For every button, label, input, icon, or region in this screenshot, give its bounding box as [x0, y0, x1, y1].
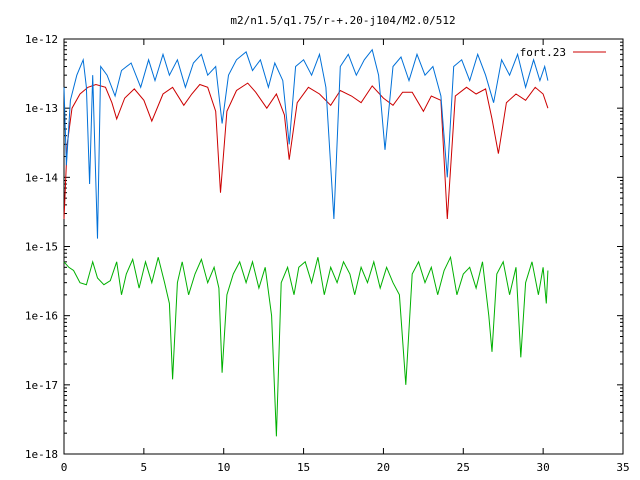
chart-title: m2/n1.5/q1.75/r-+.20-j104/M2.0/512 — [230, 14, 455, 27]
series-layer — [63, 48, 549, 437]
x-tick-label: 0 — [61, 461, 68, 474]
x-tick-label: 5 — [141, 461, 148, 474]
series-line-3 — [63, 255, 549, 437]
x-tick-label: 25 — [457, 461, 470, 474]
legend-label: fort.23 — [520, 46, 566, 59]
x-tick-label: 35 — [616, 461, 629, 474]
series-line-1 — [63, 82, 549, 220]
axis-ticks: 0 5 10 15 20 25 30 35 1e-12 1e-13 1e-14 1e-15 1e-16 1… — [25, 33, 630, 474]
y-tick-label: 1e-17 — [25, 379, 58, 392]
plot-frame — [63, 38, 624, 455]
y-tick-label: 1e-14 — [25, 171, 58, 184]
series-line-2 — [63, 48, 549, 239]
x-tick-label: 20 — [377, 461, 390, 474]
y-tick-label: 1e-15 — [25, 241, 58, 254]
y-tick-label: 1e-12 — [25, 33, 58, 46]
x-tick-label: 15 — [297, 461, 310, 474]
y-tick-label: 1e-18 — [25, 448, 58, 461]
legend: fort.23 — [520, 46, 606, 59]
y-tick-label: 1e-13 — [25, 102, 58, 115]
x-tick-label: 10 — [217, 461, 230, 474]
y-tick-label: 1e-16 — [25, 310, 58, 323]
x-tick-label: 30 — [537, 461, 550, 474]
